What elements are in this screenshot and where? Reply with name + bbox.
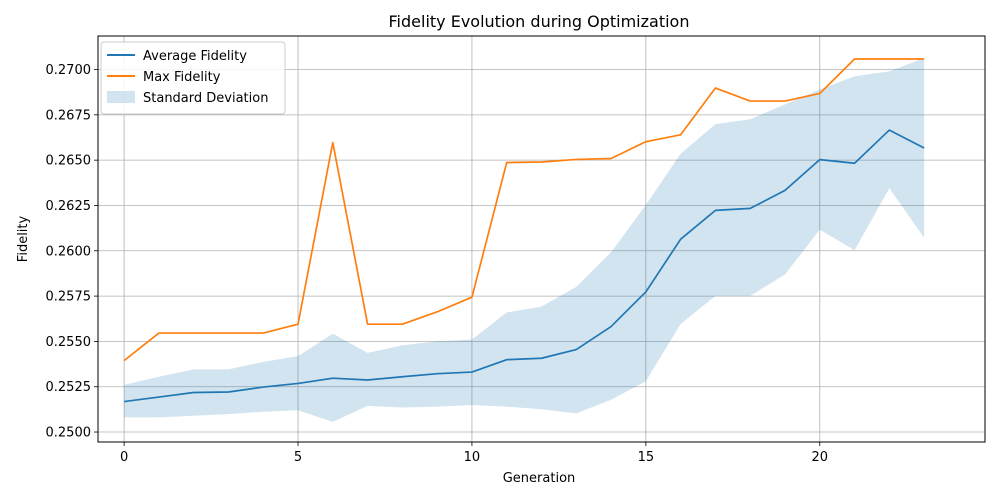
- y-tick-label: 0.2575: [46, 290, 92, 305]
- y-axis-label: Fidelity: [16, 215, 31, 262]
- legend-swatch-std: [107, 91, 135, 103]
- y-tick-label: 0.2675: [46, 108, 92, 123]
- max-fidelity-line: [123, 58, 925, 362]
- x-tick-label: 10: [464, 450, 481, 465]
- x-axis-label: Generation: [503, 471, 576, 486]
- x-tick-label: 0: [120, 450, 128, 465]
- y-tick-label: 0.2625: [46, 199, 92, 214]
- legend: Average Fidelity Max Fidelity Standard D…: [100, 41, 286, 115]
- legend-label-max: Max Fidelity: [143, 70, 221, 85]
- grid: [98, 36, 985, 442]
- x-tick-label: 5: [294, 450, 302, 465]
- legend-label-average: Average Fidelity: [143, 49, 247, 64]
- y-tick-label: 0.2500: [46, 426, 92, 441]
- plot-frame: [97, 35, 986, 443]
- legend-box: [100, 41, 286, 115]
- y-tick-label: 0.2700: [46, 63, 92, 78]
- plot-area: 0 5 10 15 20 0.25000.25250.25500.25750.26000…: [46, 35, 986, 465]
- series-layer: [123, 58, 925, 403]
- legend-label-std: Standard Deviation: [143, 91, 268, 106]
- std-deviation-band: [124, 58, 925, 422]
- average-fidelity-line: [123, 129, 925, 403]
- y-tick-label: 0.2650: [46, 154, 92, 169]
- y-tick-label: 0.2525: [46, 380, 92, 395]
- x-tick-label: 15: [638, 450, 655, 465]
- y-tick-label: 0.2600: [46, 244, 92, 259]
- y-tick-label: 0.2550: [46, 335, 92, 350]
- chart-title: Fidelity Evolution during Optimization: [389, 12, 690, 31]
- x-ticks: 0 5 10 15 20: [120, 442, 828, 465]
- std-band-layer: [124, 58, 925, 422]
- x-tick-label: 20: [812, 450, 829, 465]
- y-ticks: 0.2500 0.2525 0.2550 0.2575 0.2600 0.2625 0.26…: [46, 63, 98, 441]
